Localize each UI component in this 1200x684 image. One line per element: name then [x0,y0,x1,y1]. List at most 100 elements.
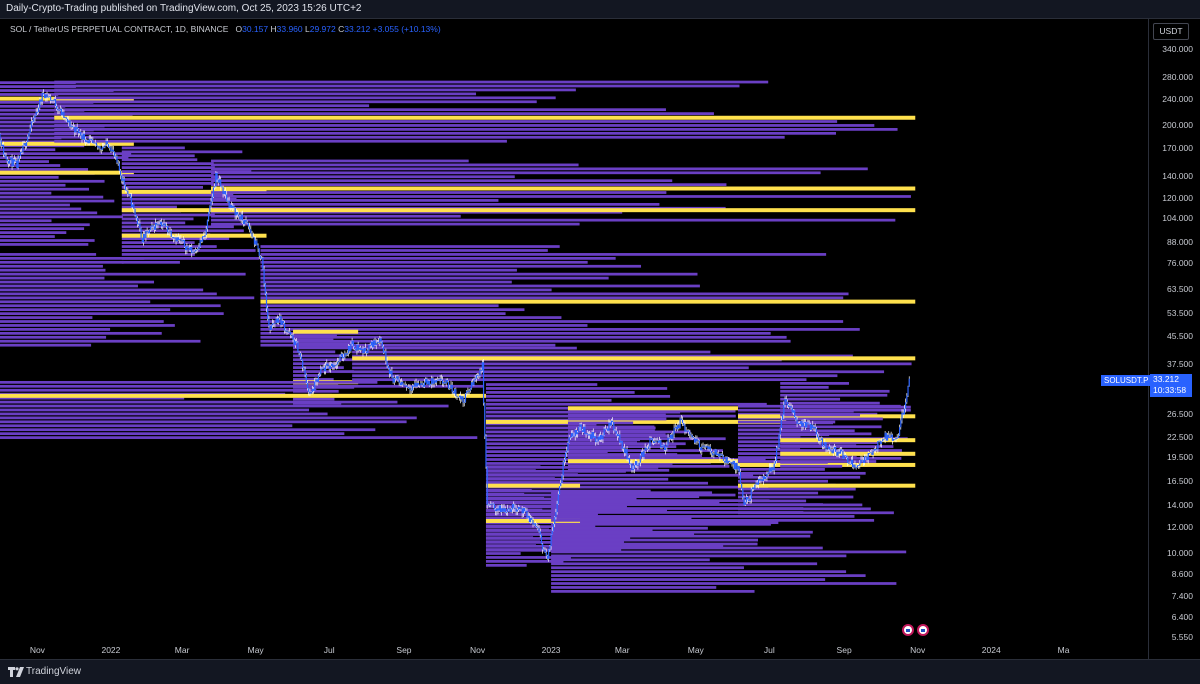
event-flag-icon[interactable] [916,624,929,636]
currency-button[interactable]: USDT [1153,23,1189,40]
profile-bar [0,324,175,327]
chart-area[interactable] [0,19,1148,659]
profile-bar [485,477,669,481]
candle-body [168,231,170,233]
profile-bar [0,100,94,104]
candle-body [700,447,702,451]
candle-body [510,509,512,513]
candle-body [69,120,71,127]
profile-bar [54,128,898,131]
candle-body [792,410,795,413]
candle-body [455,389,457,396]
candle-body [545,552,547,556]
candle-body [299,353,301,357]
profile-bar [0,412,328,416]
candle-body [895,437,897,440]
candle-body [86,140,88,142]
candle-body [726,457,728,464]
candle-body [897,435,899,439]
candle-body [756,482,758,485]
profile-bar [485,544,536,547]
candle-body [15,160,17,162]
candle-body [367,349,369,354]
chart-plot[interactable] [0,19,1148,659]
candle-body [578,426,580,433]
candle-body [214,186,216,188]
candle-body [51,100,53,101]
candle-body [141,238,143,243]
candle-body [322,367,324,369]
candle-body [105,141,107,146]
candle-body [204,234,206,238]
candle-body [755,482,757,485]
candle-body [408,386,410,388]
candle-body [614,430,616,432]
candle-body [99,146,101,149]
candle-body [50,96,52,101]
candle-body [165,226,168,228]
candle-body [147,231,149,234]
event-flag-icon[interactable] [902,624,915,636]
candle-body [329,365,332,369]
poc-line [0,141,134,146]
candle-body [135,215,137,219]
candle-body [457,397,459,398]
profile-bar [780,385,829,389]
profile-bar [293,370,354,373]
candle-body [350,343,352,352]
profile-bar [780,417,883,421]
candle-body [687,430,690,432]
candle-body [211,196,213,202]
candle-body [255,240,257,245]
profile-bar [293,346,357,350]
candle-body [762,476,764,482]
candle-body [874,449,877,451]
candle-body [538,528,540,532]
candle-body [501,508,503,513]
candle-body [710,451,713,454]
candle-body [513,504,515,508]
time-tick-label: Nov [29,645,45,655]
candle-body [609,422,611,426]
candle-body [163,223,165,226]
profile-bar [260,249,548,252]
candle-body [54,98,57,107]
candle-body [754,484,756,490]
candle-body [642,451,644,458]
volume-profile-2 [54,80,916,143]
candle-body [19,151,22,156]
candle-body [394,378,397,380]
candle-body [460,395,462,400]
candle-body [413,385,415,387]
candle-body [872,450,874,455]
profile-bar [260,335,787,339]
profile-bar [738,471,866,475]
candle-body [575,429,578,435]
poc-line [121,233,267,238]
candle-body [461,396,463,400]
profile-bar [0,175,59,179]
profile-bar [738,448,801,452]
profile-bar [121,150,243,154]
candle-body [837,451,839,456]
candle-body [35,111,37,116]
price-tick-label: 37.500 [1167,358,1193,369]
price-candles [0,89,910,562]
legend-low-label: L [305,24,310,34]
candle-body [636,461,638,466]
candle-body [743,497,745,505]
candle-body [154,222,157,230]
profile-bar [260,292,849,296]
price-scale[interactable]: 340.000 280.000 240.000 200.000 170.000 140.0… [1148,19,1200,659]
candle-body [734,462,737,470]
candle-body [480,370,482,372]
candle-body [724,460,726,463]
candle-body [373,340,375,348]
candle-body [818,437,820,441]
price-tick-label: 280.000 [1162,71,1193,82]
candle-body [306,383,309,389]
candle-body [638,462,640,466]
candle-body [364,347,366,352]
candle-body [290,331,292,335]
candle-body [234,207,236,216]
